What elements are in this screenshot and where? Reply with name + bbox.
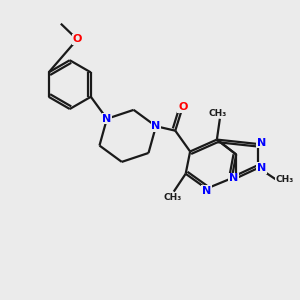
- Text: N: N: [257, 138, 266, 148]
- Text: N: N: [229, 173, 238, 183]
- Text: CH₃: CH₃: [208, 109, 226, 118]
- Text: N: N: [202, 186, 211, 196]
- Text: O: O: [73, 34, 82, 44]
- Text: CH₃: CH₃: [275, 175, 294, 184]
- Text: N: N: [257, 163, 266, 173]
- Text: CH₃: CH₃: [163, 193, 182, 202]
- Text: N: N: [102, 114, 112, 124]
- Text: O: O: [178, 102, 188, 112]
- Text: N: N: [151, 121, 160, 131]
